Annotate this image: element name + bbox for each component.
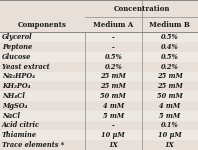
Text: 0.2%: 0.2% [161,63,179,71]
Text: Thiamine: Thiamine [2,131,37,139]
Text: MgSO₄: MgSO₄ [2,102,27,110]
Text: NaCl: NaCl [2,112,20,120]
Bar [0,62,198,72]
Text: 0.1%: 0.1% [161,122,179,129]
Bar [0,140,198,150]
Text: 25 mM: 25 mM [100,72,126,80]
Text: 25 mM: 25 mM [157,72,183,80]
Bar [0,72,198,81]
Bar [0,52,198,62]
Text: Yeast extract: Yeast extract [2,63,50,71]
Bar [0,32,198,42]
Bar [0,111,198,121]
Bar [0,121,198,130]
Text: 0.5%: 0.5% [105,53,122,61]
Text: Na₂HPO₄: Na₂HPO₄ [2,72,35,80]
Text: 25 mM: 25 mM [157,82,183,90]
Text: 50 mM: 50 mM [100,92,126,100]
Text: Acid citric: Acid citric [2,122,40,129]
Text: 10 μM: 10 μM [102,131,125,139]
Text: 1X: 1X [109,141,118,149]
Text: 0.2%: 0.2% [105,63,122,71]
Text: Medium B: Medium B [149,21,190,29]
Text: 5 mM: 5 mM [159,112,180,120]
Text: Concentration: Concentration [113,5,170,13]
Text: 4 mM: 4 mM [159,102,180,110]
Bar [0,42,198,52]
Text: 50 mM: 50 mM [157,92,183,100]
Text: -: - [112,43,115,51]
Text: 0.4%: 0.4% [161,43,179,51]
Text: Glucose: Glucose [2,53,31,61]
Bar [0,81,198,91]
Text: 25 mM: 25 mM [100,82,126,90]
Text: -: - [112,122,115,129]
Bar [0,91,198,101]
Text: -: - [112,33,115,41]
Bar [0,130,198,140]
Text: Peptone: Peptone [2,43,32,51]
Text: 0.5%: 0.5% [161,53,179,61]
Text: KH₂PO₄: KH₂PO₄ [2,82,30,90]
Text: Medium A: Medium A [93,21,133,29]
Text: 0.5%: 0.5% [161,33,179,41]
Text: Trace elements *: Trace elements * [2,141,64,149]
Bar [0,101,198,111]
Text: 10 μM: 10 μM [158,131,182,139]
Text: 1X: 1X [165,141,175,149]
Text: 4 mM: 4 mM [103,102,124,110]
Text: NH₄Cl: NH₄Cl [2,92,25,100]
Text: 5 mM: 5 mM [103,112,124,120]
Text: Components: Components [18,21,67,29]
Text: Glycerol: Glycerol [2,33,33,41]
